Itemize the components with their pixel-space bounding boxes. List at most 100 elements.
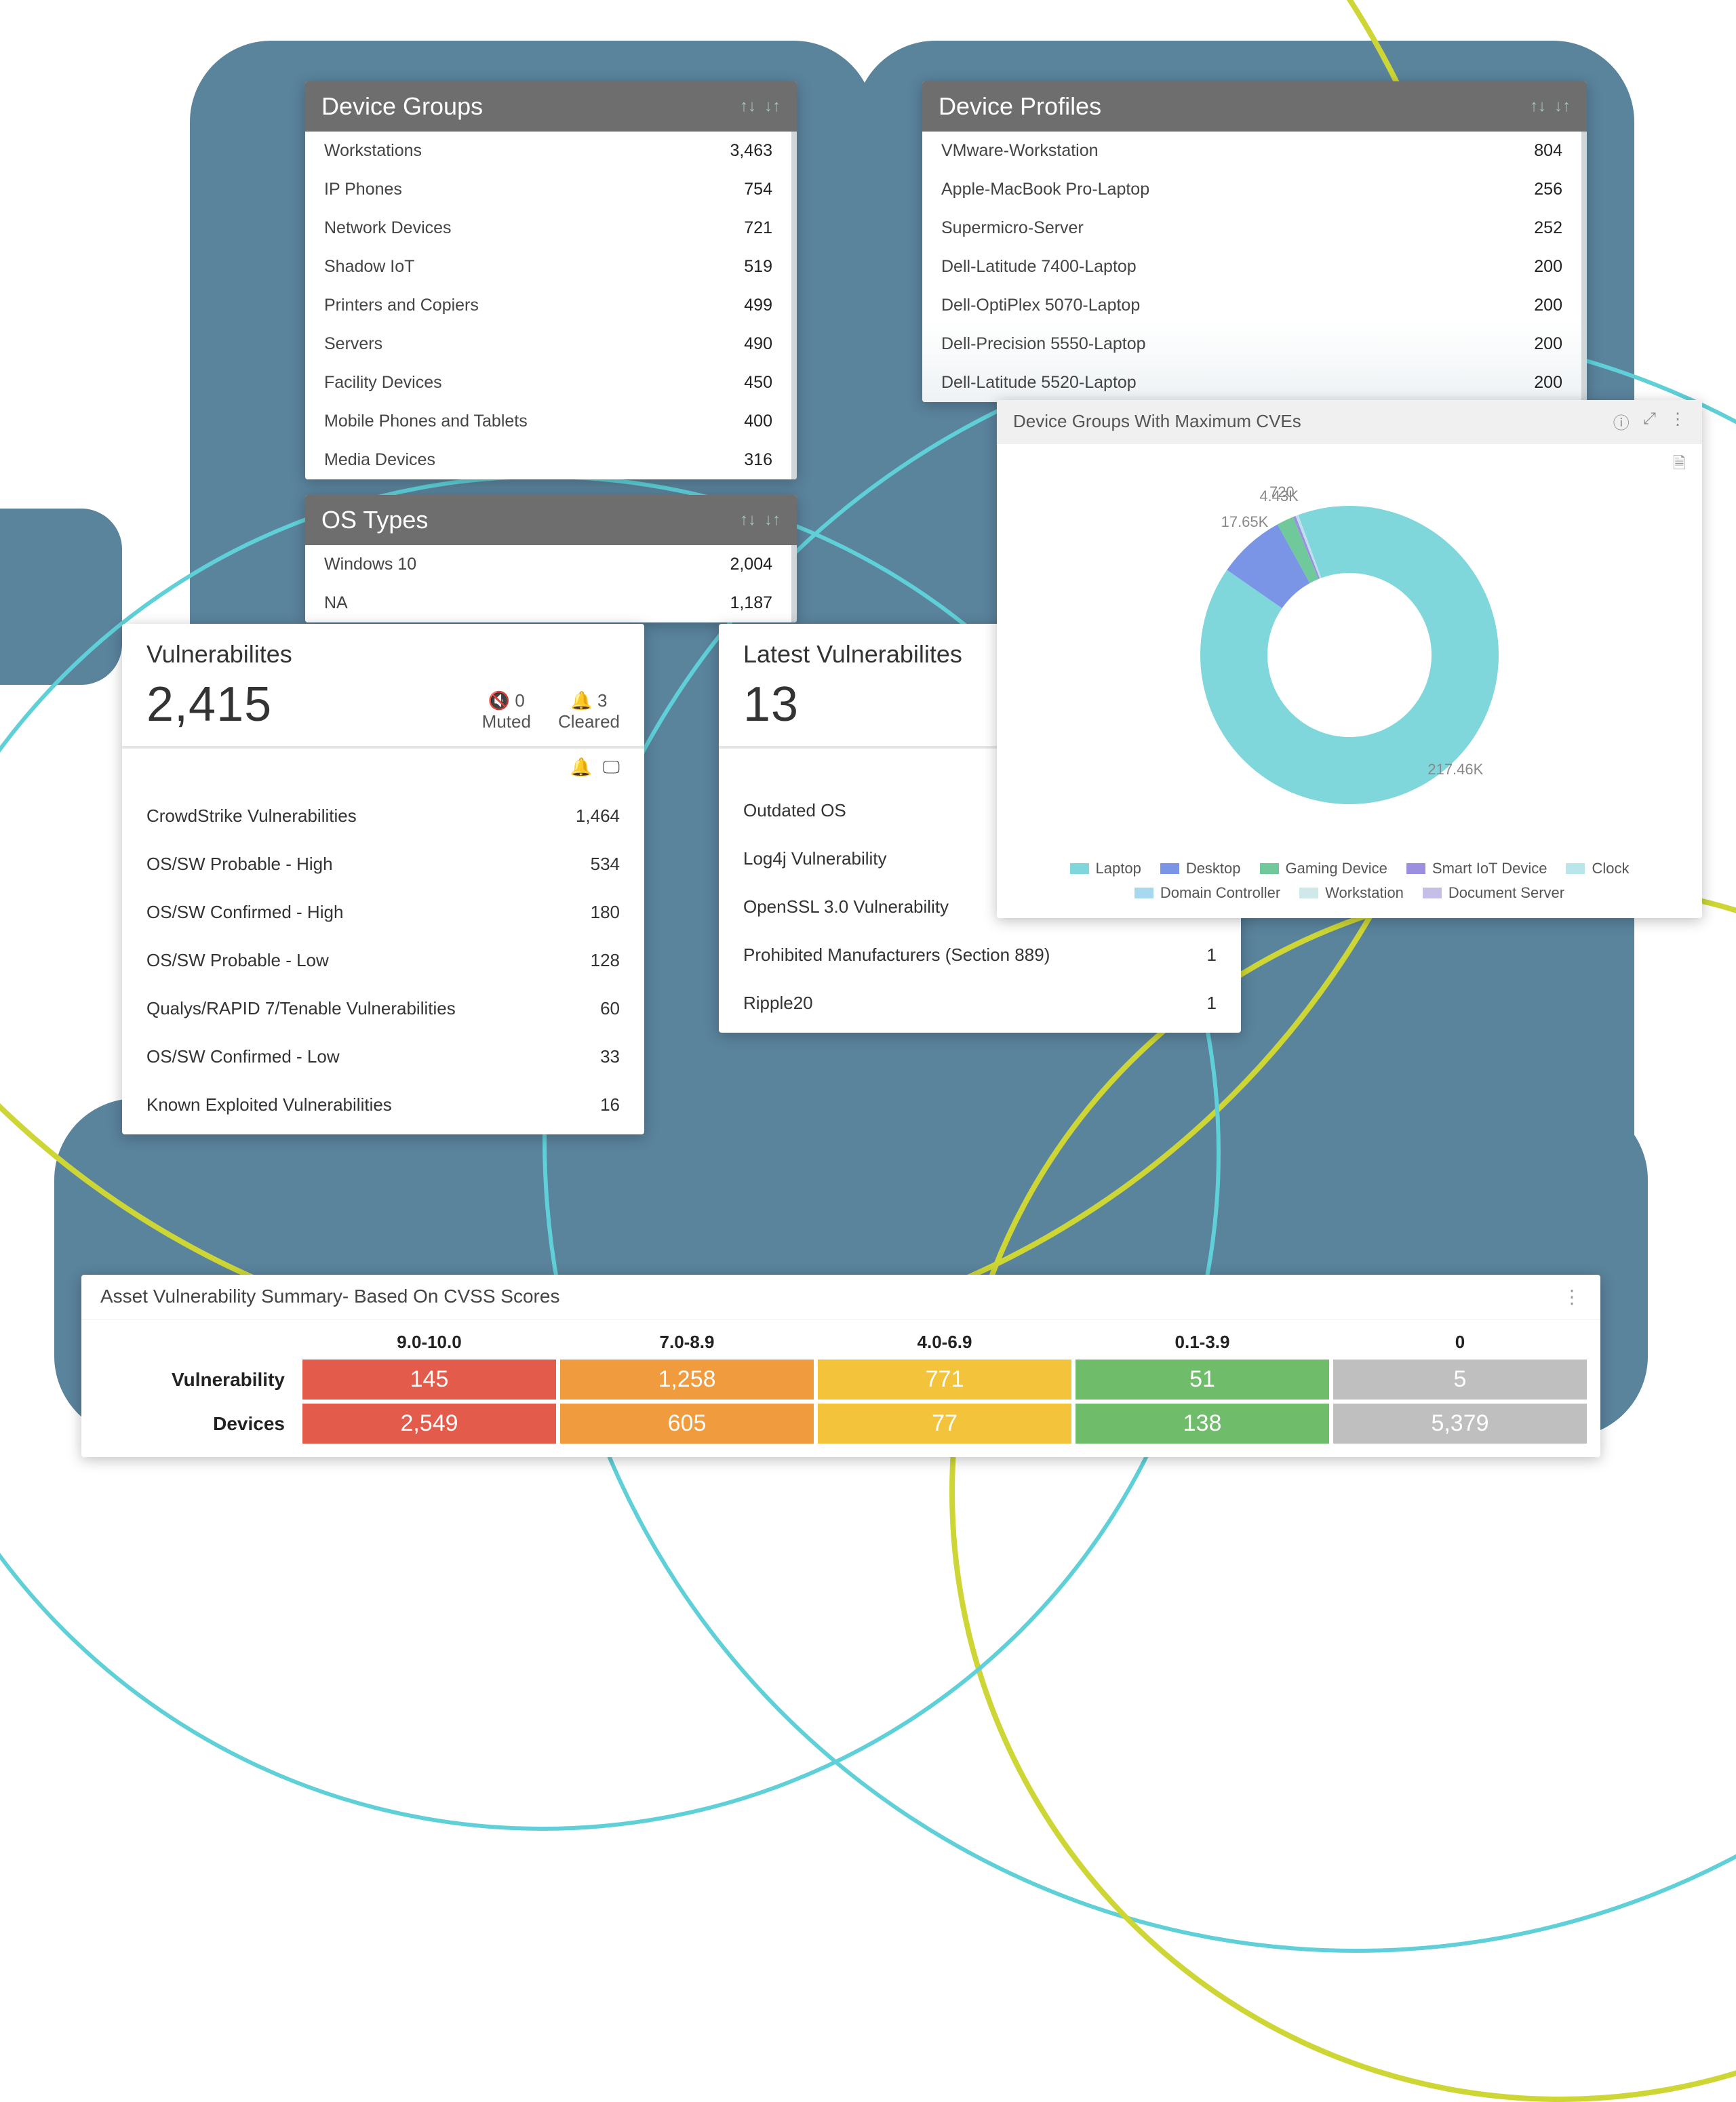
list-item[interactable]: OS/SW Confirmed - Low33 [122, 1033, 644, 1081]
list-item-label: Servers [324, 334, 382, 354]
list-item-label: Prohibited Manufacturers (Section 889) [743, 945, 1050, 966]
list-item[interactable]: Servers 490 [305, 325, 797, 363]
sort-asc-icon[interactable]: ↑↓ [740, 511, 756, 530]
list-item[interactable]: Qualys/RAPID 7/Tenable Vulnerabilities60 [122, 985, 644, 1033]
list-item-value: 490 [744, 334, 772, 354]
list-item[interactable]: Known Exploited Vulnerabilities16 [122, 1081, 644, 1129]
sort-controls[interactable]: ↑↓ ↓↑ [740, 511, 781, 530]
cvss-cell[interactable]: 1,258 [560, 1360, 814, 1400]
cvss-header-cell: 9.0-10.0 [302, 1332, 556, 1353]
cvss-cell[interactable]: 5,379 [1333, 1404, 1587, 1444]
cvss-cell[interactable]: 138 [1076, 1404, 1329, 1444]
donut-body: 🗎 217.46K17.65K4.43K720 LaptopDesktopGam… [997, 443, 1702, 918]
vuln-metrics: 2,415 🔇 0 Muted 🔔 3 Cleared [122, 674, 644, 749]
sort-controls[interactable]: ↑↓ ↓↑ [740, 97, 781, 116]
legend-item[interactable]: Document Server [1423, 884, 1564, 902]
cvss-cell[interactable]: 605 [560, 1404, 814, 1444]
cvss-summary-card: Asset Vulnerability Summary- Based On CV… [81, 1275, 1600, 1457]
legend-item[interactable]: Laptop [1070, 860, 1141, 877]
card-header: Vulnerabilites [122, 624, 644, 674]
legend-swatch [1260, 863, 1279, 874]
list-item[interactable]: Network Devices 721 [305, 209, 797, 247]
list-item[interactable]: NA1,187 [305, 584, 797, 622]
list-item[interactable]: Shadow IoT519 [305, 247, 797, 286]
legend-item[interactable]: Desktop [1160, 860, 1241, 877]
cvss-cell[interactable]: 51 [1076, 1360, 1329, 1400]
list-item[interactable]: Prohibited Manufacturers (Section 889)1 [719, 931, 1241, 979]
cvss-row-label: Vulnerability [95, 1369, 298, 1391]
list-item[interactable]: Supermicro-Server252 [922, 209, 1587, 247]
legend-swatch [1135, 888, 1153, 898]
cvss-cell[interactable]: 77 [818, 1404, 1071, 1444]
info-icon[interactable]: ⓘ [1613, 410, 1630, 433]
list-item-label: Dell-Precision 5550-Laptop [941, 334, 1146, 354]
list-item-value: 534 [591, 854, 620, 875]
list-item[interactable]: OS/SW Probable - Low128 [122, 936, 644, 985]
muted-count: 0 [515, 690, 524, 711]
list-item[interactable]: Printers and Copiers499 [305, 286, 797, 325]
list-item[interactable]: IP Phones754 [305, 170, 797, 209]
vulnerabilities-card: Vulnerabilites 2,415 🔇 0 Muted 🔔 3 Clear… [122, 624, 644, 1134]
legend-label: Gaming Device [1286, 860, 1387, 877]
legend-item[interactable]: Domain Controller [1135, 884, 1280, 902]
vulnerabilities-list: CrowdStrike Vulnerabilities1,464OS/SW Pr… [122, 787, 644, 1134]
list-item-value: 316 [744, 450, 772, 470]
card-header: Device Groups ↑↓ ↓↑ [305, 81, 797, 132]
cvss-header-row: 9.0-10.07.0-8.94.0-6.90.1-3.90 [95, 1325, 1587, 1360]
list-item-label: OS/SW Confirmed - Low [146, 1046, 340, 1067]
list-item[interactable]: Dell-OptiPlex 5070-Laptop200 [922, 286, 1587, 325]
list-item[interactable]: Dell-Precision 5550-Laptop200 [922, 325, 1587, 363]
bell-icon[interactable]: 🔔 [570, 757, 592, 778]
list-item[interactable]: OS/SW Confirmed - High180 [122, 888, 644, 936]
monitor-icon[interactable]: 🖵 [603, 757, 620, 778]
sort-desc-icon[interactable]: ↓↑ [764, 511, 781, 530]
list-item[interactable]: OS/SW Probable - High534 [122, 840, 644, 888]
more-icon[interactable]: ⋮ [1562, 1286, 1581, 1308]
list-item[interactable]: Apple-MacBook Pro-Laptop256 [922, 170, 1587, 209]
sort-asc-icon[interactable]: ↑↓ [740, 97, 756, 116]
cvss-cell[interactable]: 771 [818, 1360, 1071, 1400]
cvss-row-label: Devices [95, 1413, 298, 1435]
expand-icon[interactable]: ⤢ [1643, 410, 1656, 433]
list-item-label: Network Devices [324, 218, 452, 238]
legend-label: Domain Controller [1160, 884, 1280, 902]
cvss-header-cell: 7.0-8.9 [560, 1332, 814, 1353]
list-item[interactable]: Facility Devices450 [305, 363, 797, 402]
legend-item[interactable]: Workstation [1299, 884, 1404, 902]
list-item-label: NA [324, 593, 348, 613]
cvss-cell[interactable]: 2,549 [302, 1404, 556, 1444]
donut-slice-label: 217.46K [1427, 761, 1483, 778]
list-item-label: Workstations [324, 141, 422, 161]
sort-asc-icon[interactable]: ↑↓ [1530, 97, 1546, 116]
sort-controls[interactable]: ↑↓ ↓↑ [1530, 97, 1571, 116]
legend-item[interactable]: Clock [1566, 860, 1629, 877]
sort-desc-icon[interactable]: ↓↑ [1554, 97, 1571, 116]
list-item[interactable]: Dell-Latitude 7400-Laptop200 [922, 247, 1587, 286]
legend-swatch [1566, 863, 1585, 874]
legend-item[interactable]: Smart IoT Device [1406, 860, 1547, 877]
list-item-label: OS/SW Confirmed - High [146, 902, 343, 923]
cvss-cell[interactable]: 145 [302, 1360, 556, 1400]
list-item[interactable]: Workstations3,463 [305, 132, 797, 170]
cvss-cell[interactable]: 5 [1333, 1360, 1587, 1400]
card-header: Device Profiles ↑↓ ↓↑ [922, 81, 1587, 132]
legend-swatch [1070, 863, 1089, 874]
donut-chart [1160, 465, 1539, 845]
list-item[interactable]: CrowdStrike Vulnerabilities1,464 [122, 792, 644, 840]
list-item-value: 400 [744, 412, 772, 431]
os-types-card: OS Types ↑↓ ↓↑ Windows 102,004NA1,187 [305, 495, 797, 622]
list-item[interactable]: Mobile Phones and Tablets400 [305, 402, 797, 441]
list-item[interactable]: Media Devices316 [305, 441, 797, 479]
list-item[interactable]: Ripple201 [719, 979, 1241, 1027]
legend-item[interactable]: Gaming Device [1260, 860, 1387, 877]
legend-label: Document Server [1448, 884, 1564, 902]
sort-desc-icon[interactable]: ↓↑ [764, 97, 781, 116]
list-item-value: 252 [1534, 218, 1562, 238]
list-item-label: Qualys/RAPID 7/Tenable Vulnerabilities [146, 998, 456, 1019]
list-item[interactable]: Dell-Latitude 5520-Laptop200 [922, 363, 1587, 402]
more-icon[interactable]: ⋮ [1670, 410, 1686, 433]
list-item[interactable]: VMware-Workstation804 [922, 132, 1587, 170]
list-item[interactable]: Windows 102,004 [305, 545, 797, 584]
list-item-value: 200 [1534, 296, 1562, 315]
list-item-value: 721 [744, 218, 772, 238]
